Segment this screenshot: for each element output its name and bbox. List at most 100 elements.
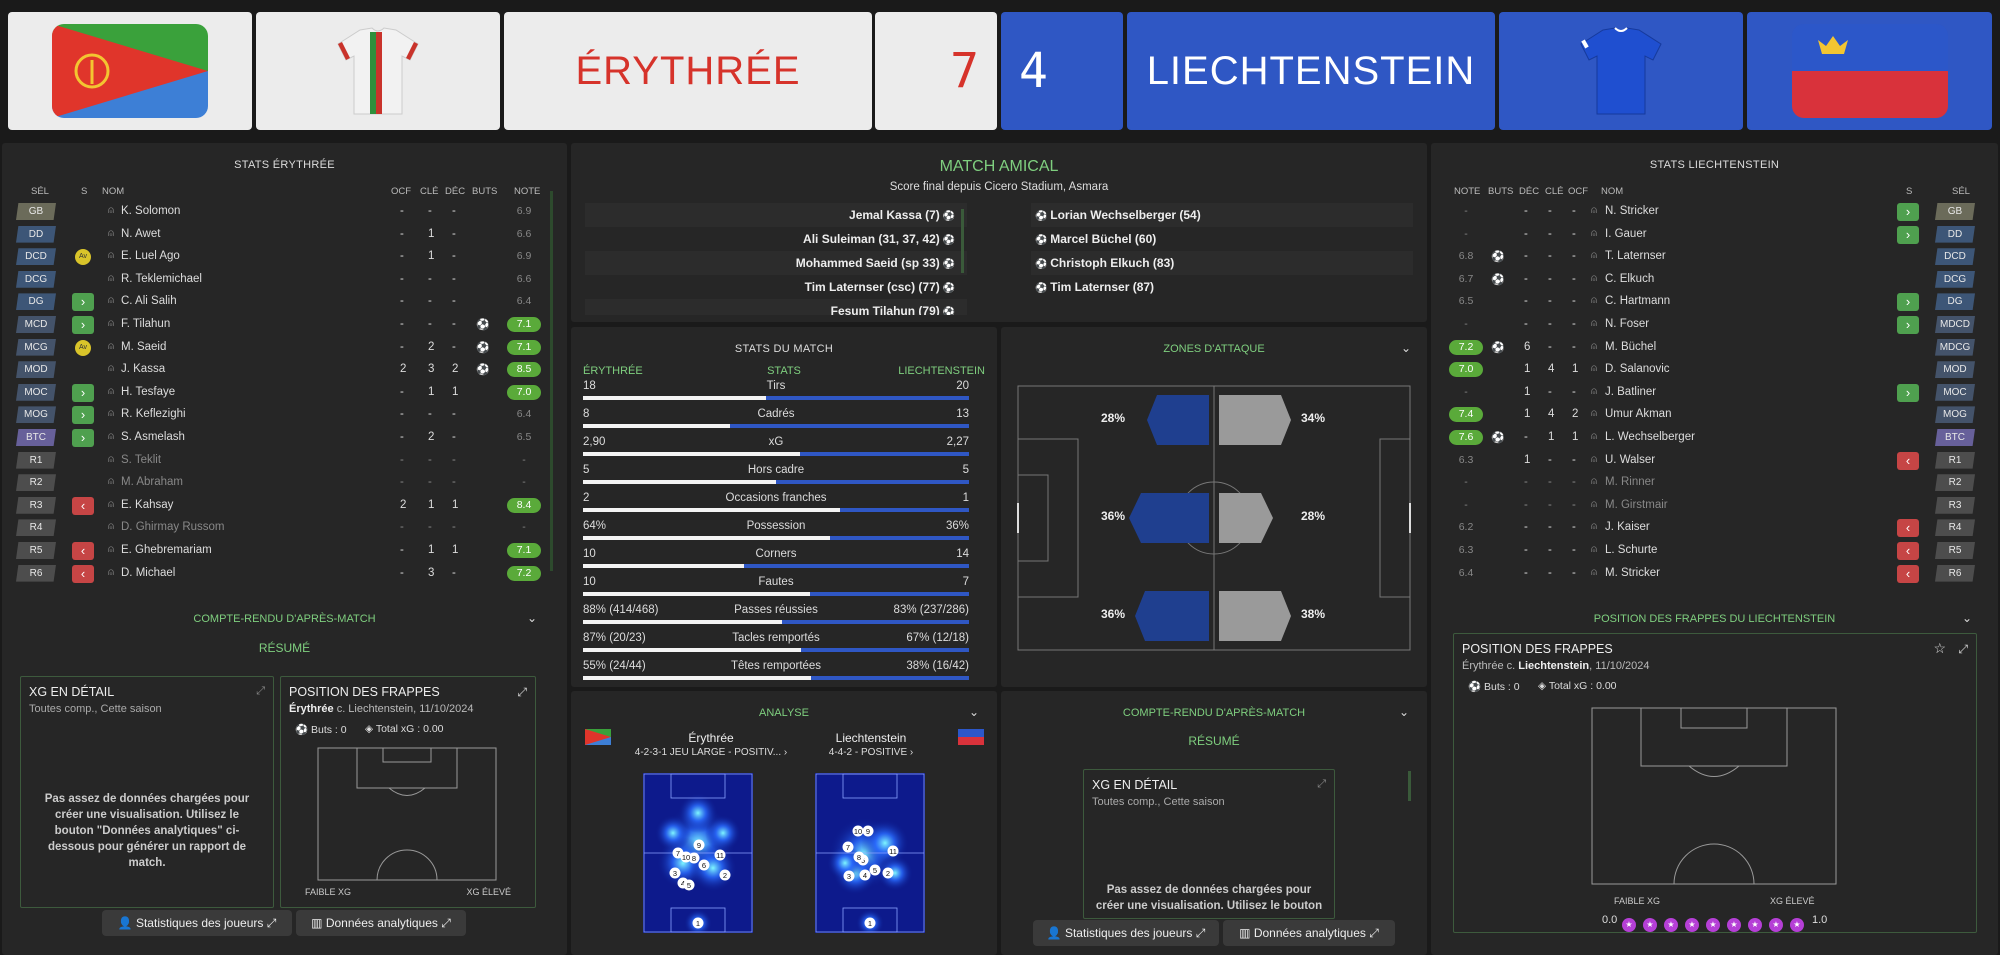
home-player-row[interactable]: MOD ⍝ J. Kassa 2 3 2 ⚽ 8.5 (2, 359, 567, 382)
chevron-right-icon[interactable]: › (72, 429, 94, 447)
analysis-home-formation[interactable]: 4-2-3-1 JEU LARGE - POSITIV... › (634, 747, 788, 758)
home-player-row[interactable]: DCD Av ⍝ E. Luel Ago - 1 - 6.9 (2, 246, 567, 269)
player-marker[interactable]: 5 (869, 864, 881, 876)
chevron-right-icon[interactable]: › (1897, 293, 1919, 312)
player-marker[interactable]: 3 (669, 867, 681, 879)
stat-dec: - (452, 250, 456, 263)
home-player-row[interactable]: R1 ⍝ S. Teklit - - - - (2, 450, 567, 473)
player-marker[interactable]: 8 (853, 851, 865, 863)
away-player-row[interactable]: - - - - ⍝ N. Stricker › GB (1431, 201, 1998, 224)
player-marker[interactable]: 10 (680, 851, 692, 863)
chevron-down-icon[interactable]: ⌄ (1398, 705, 1409, 719)
chevron-down-icon[interactable]: ⌄ (527, 611, 538, 625)
away-player-row[interactable]: 6.7 ⚽ - - - ⍝ C. Elkuch DCG (1431, 269, 1998, 292)
home-player-row[interactable]: DCG ⍝ R. Teklemichael - - - 6.6 (2, 269, 567, 292)
away-player-row[interactable]: - - - - ⍝ N. Foser › MDCD (1431, 314, 1998, 337)
chevron-left-icon[interactable]: ‹ (1897, 519, 1919, 538)
away-player-row[interactable]: 6.3 - - - ⍝ L. Schurte ‹ R5 (1431, 540, 1998, 563)
player-marker[interactable]: 7 (842, 841, 854, 853)
chevron-right-icon[interactable]: › (72, 293, 94, 312)
home-report-summary[interactable]: RÉSUMÉ (258, 641, 311, 655)
away-player-row[interactable]: 7.4 1 4 2 ⍝ Umur Akman MOG (1431, 404, 1998, 427)
away-player-row[interactable]: 6.3 1 - - ⍝ U. Walser ‹ R1 (1431, 450, 1998, 473)
scorers-scrollbar[interactable] (961, 209, 964, 273)
chevron-left-icon[interactable]: ‹ (1897, 542, 1919, 560)
chevron-down-icon[interactable]: ⌄ (1961, 611, 1972, 625)
chevron-left-icon[interactable]: ‹ (1897, 564, 1919, 583)
expand-icon[interactable]: ⤢ (256, 685, 265, 697)
player-stats-button[interactable]: 👤 Statistiques des joueurs ⤢ (1033, 920, 1219, 946)
home-player-row[interactable]: R4 ⍝ D. Ghirmay Russom - - - - (2, 517, 567, 540)
player-marker[interactable]: 6 (698, 859, 710, 871)
expand-icon[interactable]: ⤢ (517, 685, 527, 699)
stat-row: 10 Fautes 7 (583, 576, 969, 604)
chevron-left-icon[interactable]: ‹ (72, 496, 94, 515)
player-name: K. Solomon (121, 205, 181, 217)
away-player-row[interactable]: - - - - ⍝ I. Gauer › DD (1431, 224, 1998, 247)
player-marker[interactable]: 1 (692, 917, 704, 929)
chevron-right-icon[interactable]: › (72, 383, 94, 402)
chevron-down-icon[interactable]: ⌄ (1400, 341, 1411, 355)
player-marker[interactable]: 8 (688, 852, 700, 864)
away-player-row[interactable]: 7.0 1 4 1 ⍝ D. Salanovic MOD (1431, 359, 1998, 382)
chevron-left-icon[interactable]: ‹ (72, 542, 94, 560)
away-shots-title[interactable]: POSITION DES FRAPPES DU LIECHTENSTEIN (1593, 613, 1836, 625)
chevron-right-icon[interactable]: › (1897, 316, 1919, 334)
away-player-row[interactable]: - - - - ⍝ M. Girstmair R3 (1431, 495, 1998, 518)
away-player-row[interactable]: 6.2 - - - ⍝ J. Kaiser ‹ R4 (1431, 517, 1998, 540)
player-marker[interactable]: 2 (882, 867, 894, 879)
home-player-row[interactable]: MOG › ⍝ R. Keflezighi - - - 6.4 (2, 404, 567, 427)
chevron-right-icon[interactable]: › (1897, 203, 1919, 221)
home-player-row[interactable]: DD ⍝ N. Awet - 1 - 6.6 (2, 224, 567, 247)
home-player-row[interactable]: BTC › ⍝ S. Asmelash - 2 - 6.5 (2, 427, 567, 450)
home-player-row[interactable]: R6 ‹ ⍝ D. Michael - 3 - 7.2 (2, 563, 567, 586)
player-marker[interactable]: 9 (862, 825, 874, 837)
away-player-row[interactable]: 6.8 ⚽ - - - ⍝ T. Laternser DCD (1431, 246, 1998, 269)
home-player-row[interactable]: R2 ⍝ M. Abraham - - - - (2, 472, 567, 495)
expand-icon[interactable]: ⤢ (1317, 778, 1326, 790)
player-marker[interactable]: 11 (887, 845, 899, 857)
home-report-title[interactable]: COMPTE-RENDU D'APRÈS-MATCH (193, 613, 376, 625)
analysis-title[interactable]: ANALYSE (759, 707, 809, 719)
chevron-left-icon[interactable]: ‹ (1897, 451, 1919, 470)
report-scrollbar[interactable] (1408, 771, 1411, 801)
away-player-row[interactable]: 7.2 ⚽ 6 - - ⍝ M. Büchel MDCG (1431, 337, 1998, 360)
player-marker[interactable]: 1 (864, 917, 876, 929)
player-marker[interactable]: 3 (843, 870, 855, 882)
player-marker[interactable]: 2 (719, 869, 731, 881)
stat-home-value: 10 (583, 576, 596, 588)
away-player-row[interactable]: 6.5 - - - ⍝ C. Hartmann › DG (1431, 291, 1998, 314)
away-player-row[interactable]: - 1 - - ⍝ J. Batliner › MOC (1431, 382, 1998, 405)
analytics-button[interactable]: ▥ Données analytiques ⤢ (1223, 920, 1395, 946)
analysis-away-formation[interactable]: 4-4-2 - POSITIVE › (828, 747, 914, 758)
home-player-row[interactable]: R3 ‹ ⍝ E. Kahsay 2 1 1 8.4 (2, 495, 567, 518)
player-marker[interactable]: 9 (693, 839, 705, 851)
chevron-down-icon[interactable]: ⌄ (968, 705, 979, 719)
home-player-row[interactable]: MCD › ⍝ F. Tilahun - - - ⚽ 7.1 (2, 314, 567, 337)
away-player-row[interactable]: - - - - ⍝ M. Rinner R2 (1431, 472, 1998, 495)
away-player-row[interactable]: 6.4 - - - ⍝ M. Stricker ‹ R6 (1431, 563, 1998, 586)
chevron-right-icon[interactable]: › (1897, 383, 1919, 402)
player-marker[interactable]: 11 (714, 849, 726, 861)
home-player-row[interactable]: GB ⍝ K. Solomon - - - 6.9 (2, 201, 567, 224)
center-report-summary[interactable]: RÉSUMÉ (1188, 734, 1240, 748)
chevron-left-icon[interactable]: ‹ (72, 564, 94, 583)
player-stats-button[interactable]: 👤 Statistiques des joueurs ⤢ (102, 910, 292, 936)
away-player-row[interactable]: 7.6 ⚽ - 1 1 ⍝ L. Wechselberger BTC (1431, 427, 1998, 450)
center-report-title[interactable]: COMPTE-RENDU D'APRÈS-MATCH (1122, 707, 1306, 719)
home-player-row[interactable]: MCG Av ⍝ M. Saeid - 2 - ⚽ 7.1 (2, 337, 567, 360)
expand-icon[interactable]: ⤢ (1958, 642, 1968, 656)
star-icon[interactable]: ☆ (1933, 640, 1946, 656)
chevron-right-icon[interactable]: › (72, 406, 94, 425)
player-marker[interactable]: 5 (683, 879, 695, 891)
home-player-row[interactable]: MOC › ⍝ H. Tesfaye - 1 1 7.0 (2, 382, 567, 405)
chevron-right-icon[interactable]: › (1897, 225, 1919, 244)
home-list-scrollbar[interactable] (550, 191, 553, 571)
attack-zones-title[interactable]: ZONES D'ATTAQUE (1163, 343, 1265, 355)
home-player-row[interactable]: R5 ‹ ⍝ E. Ghebremariam - 1 1 7.1 (2, 540, 567, 563)
home-player-row[interactable]: DG › ⍝ C. Ali Salih - - - 6.4 (2, 291, 567, 314)
player-marker[interactable]: 4 (859, 869, 871, 881)
chevron-right-icon[interactable]: › (72, 316, 94, 334)
player-marker[interactable]: 10 (852, 825, 864, 837)
analytics-button[interactable]: ▥ Données analytiques ⤢ (296, 910, 466, 936)
